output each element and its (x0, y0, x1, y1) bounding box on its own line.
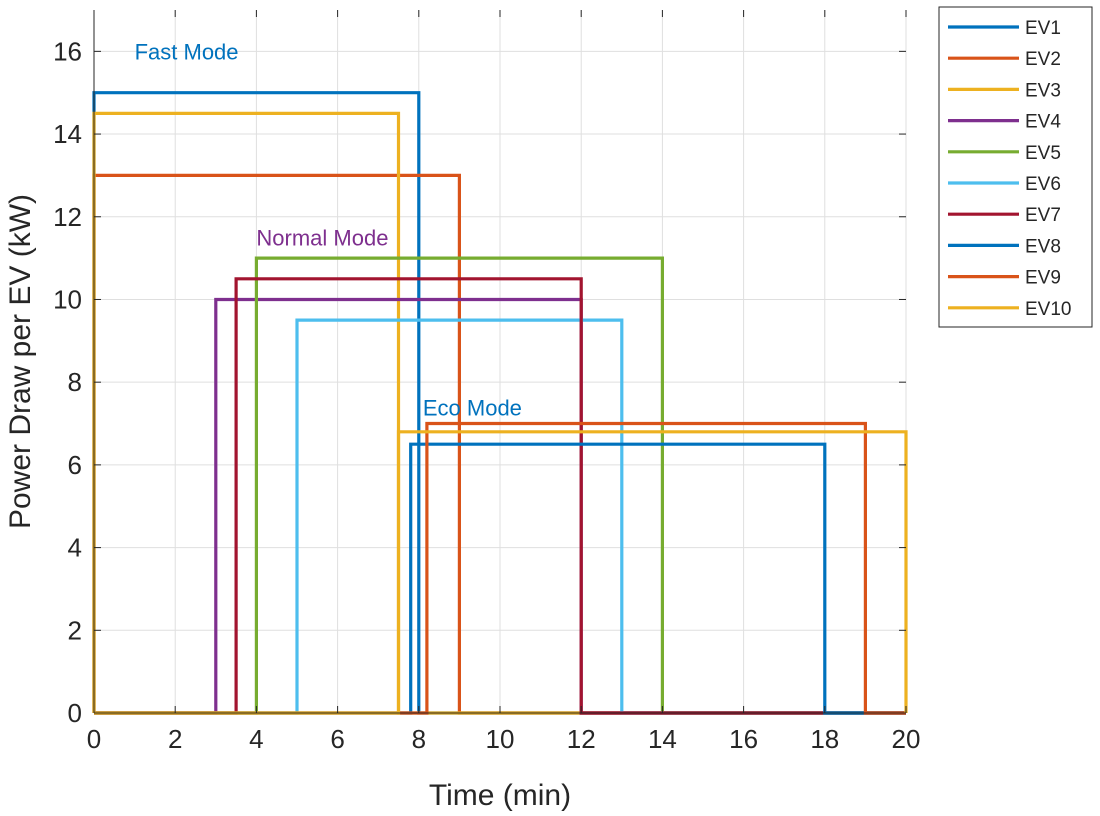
x-tick-label: 0 (87, 724, 101, 754)
mode-annotations: Fast Mode Normal Mode Eco Mode (135, 40, 522, 421)
annotation-fast-mode: Fast Mode (135, 40, 239, 65)
legend: EV1 EV2 EV3 EV4 EV5 EV6 EV7 EV8 EV9 EV10 (938, 6, 1093, 328)
annotation-normal-mode: Normal Mode (256, 226, 388, 251)
x-tick-label: 12 (567, 724, 596, 754)
x-tick-label: 4 (249, 724, 263, 754)
y-tick-label: 2 (68, 615, 82, 645)
legend-label-ev2: EV2 (1025, 49, 1061, 70)
legend-label-ev3: EV3 (1025, 80, 1061, 101)
x-tick-label: 6 (330, 724, 344, 754)
x-tick-label: 10 (486, 724, 515, 754)
x-tick-label: 20 (892, 724, 921, 754)
x-tick-label: 8 (412, 724, 426, 754)
legend-box (938, 6, 1093, 328)
y-tick-label: 12 (53, 202, 82, 232)
y-axis-title: Power Draw per EV (kW) (4, 194, 37, 529)
y-tick-label: 4 (68, 533, 82, 563)
x-tick-label: 14 (648, 724, 677, 754)
legend-label-ev5: EV5 (1025, 143, 1061, 164)
legend-label-ev8: EV8 (1025, 236, 1061, 257)
legend-label-ev10: EV10 (1025, 299, 1071, 320)
x-tick-label: 16 (729, 724, 758, 754)
y-tick-label: 10 (53, 284, 82, 314)
x-tick-label: 18 (810, 724, 839, 754)
y-tick-label: 8 (68, 367, 82, 397)
y-tick-label: 6 (68, 450, 82, 480)
legend-label-ev4: EV4 (1025, 112, 1061, 133)
legend-label-ev9: EV9 (1025, 268, 1061, 289)
legend-label-ev7: EV7 (1025, 205, 1061, 226)
tick-labels: 0 2 4 6 8 10 12 14 16 18 20 0 2 4 6 8 10 12 14 16 (53, 36, 920, 754)
legend-label-ev1: EV1 (1025, 18, 1061, 39)
legend-label-ev6: EV6 (1025, 174, 1061, 195)
annotation-eco-mode: Eco Mode (423, 395, 522, 420)
x-axis-title: Time (min) (429, 779, 571, 812)
y-tick-label: 16 (53, 36, 82, 66)
axes (93, 10, 907, 714)
y-tick-label: 0 (68, 698, 82, 728)
x-tick-label: 2 (168, 724, 182, 754)
y-tick-label: 14 (53, 119, 82, 149)
